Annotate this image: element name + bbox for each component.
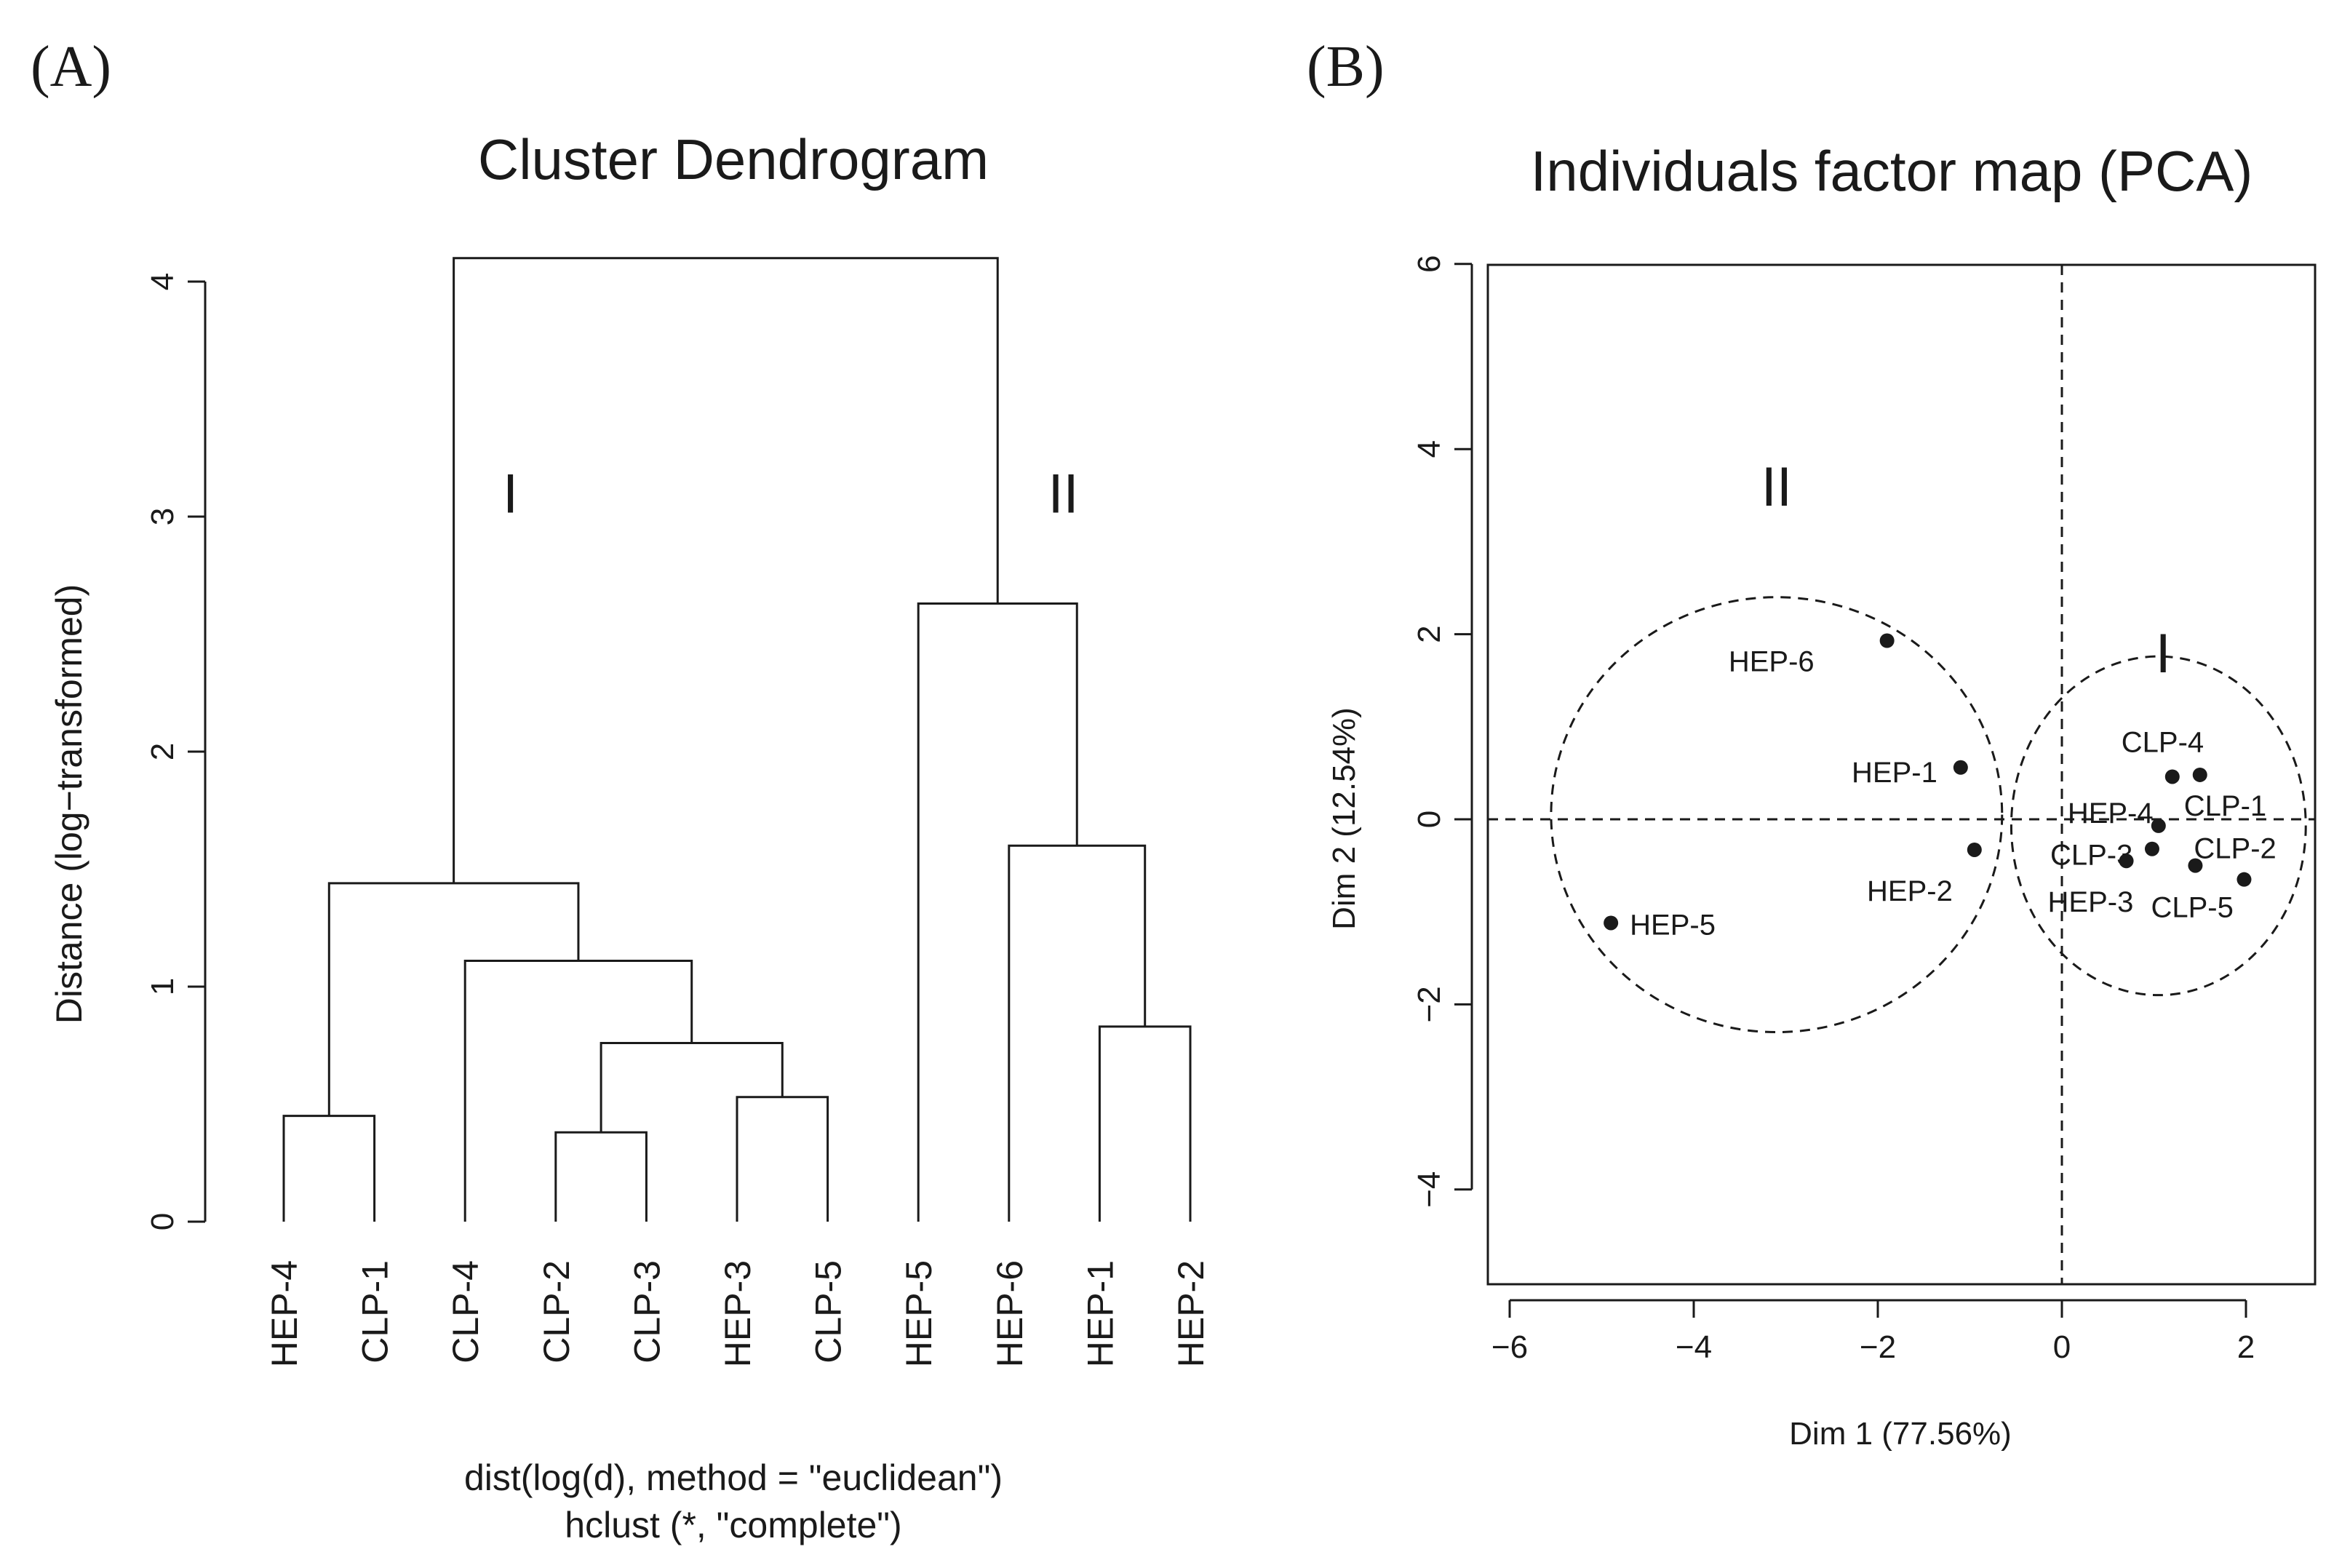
pca-ellipses: III xyxy=(1550,456,2307,1034)
pca-point xyxy=(2119,853,2134,869)
pca-x-tick-label: −4 xyxy=(1676,1329,1712,1365)
dendrogram-branch xyxy=(1098,1025,1192,1222)
pca-point xyxy=(2144,841,2159,856)
pca-x-axis-label: Dim 1 (77.56%) xyxy=(1789,1416,2012,1452)
pca-x-tick-label: −2 xyxy=(1860,1329,1896,1365)
dendrogram-y-axis-label: Distance (log−transformed) xyxy=(49,584,89,1024)
pca-plot-frame xyxy=(1486,263,2317,1286)
dendrogram-subtitle-line1: dist(log(d), method = "euclidean") xyxy=(464,1457,1003,1498)
pca-point xyxy=(1604,915,1619,931)
pca-x-tick-label: 2 xyxy=(2237,1329,2255,1365)
dendrogram-branch xyxy=(453,257,999,883)
dendrogram-branch xyxy=(282,1115,376,1222)
pca-chart: Individuals factor map (PCA) Dim 1 (77.5… xyxy=(1326,139,2317,1452)
dendrogram-branch xyxy=(1008,844,1147,1222)
dendrogram-leaf-label: CLP-4 xyxy=(445,1260,486,1364)
pca-point xyxy=(1967,842,1982,857)
pca-cluster-ellipse xyxy=(2010,655,2307,997)
dendrogram-leaf-label: HEP-4 xyxy=(264,1260,305,1367)
pca-point-label: CLP-4 xyxy=(2122,726,2204,758)
pca-y-tick-label: 6 xyxy=(1411,255,1447,273)
pca-point xyxy=(2151,818,2166,833)
dendrogram-branch xyxy=(463,959,693,1222)
pca-point-label: HEP-3 xyxy=(2048,886,2134,918)
dendrogram-leaf-label: CLP-2 xyxy=(536,1260,577,1364)
dendrogram-subtitle-line2: hclust (*, "complete") xyxy=(565,1505,901,1545)
dendrogram-leaf-label: HEP-5 xyxy=(899,1260,939,1367)
pca-axes: −6 −4 −2 0 2 −4 −2 0 2 4 6 xyxy=(1411,255,2315,1365)
pca-point xyxy=(1953,760,1968,775)
panel-a-label: (A) xyxy=(31,35,111,99)
pca-point-label: HEP-5 xyxy=(1630,909,1716,941)
dendrogram-leaf-label: HEP-6 xyxy=(989,1260,1030,1367)
dendrogram-leaf-label: HEP-2 xyxy=(1171,1260,1211,1367)
pca-point-label: HEP-1 xyxy=(1852,757,1937,789)
pca-x-tick-label: −6 xyxy=(1491,1329,1528,1365)
pca-y-tick-label: 0 xyxy=(1411,811,1447,828)
pca-point xyxy=(2192,767,2207,782)
pca-point xyxy=(2237,872,2252,887)
pca-cluster-ellipse xyxy=(1550,596,2004,1034)
dendrogram-leaf-label: HEP-3 xyxy=(717,1260,758,1367)
pca-point xyxy=(1879,633,1895,648)
pca-point-label: CLP-5 xyxy=(2151,892,2233,924)
dendrogram-branch xyxy=(736,1096,829,1222)
pca-y-tick-label: −4 xyxy=(1411,1171,1447,1208)
dendrogram-leaf-label: CLP-3 xyxy=(626,1260,667,1364)
pca-title: Individuals factor map (PCA) xyxy=(1531,139,2253,203)
dendrogram-leaf-label: HEP-1 xyxy=(1080,1260,1120,1367)
dendrogram-y-axis: 0 1 2 3 4 xyxy=(145,273,207,1230)
dendrogram-leaf-labels: HEP-4 CLP-1 CLP-4 CLP-2 CLP-3 HEP-3 CLP-5 HEP-5… xyxy=(264,1260,1211,1367)
dendrogram-cluster-labels: I II xyxy=(503,463,1079,525)
dendrogram-branch xyxy=(554,1131,648,1222)
pca-point xyxy=(2164,769,2180,784)
dendrogram-leaf-label: CLP-5 xyxy=(808,1260,849,1364)
panel-b-label: (B) xyxy=(1307,35,1385,99)
dendrogram-y-tick-label: 0 xyxy=(145,1213,180,1230)
pca-cluster-label: I xyxy=(2156,623,2171,685)
pca-cluster-label: II xyxy=(1761,456,1792,518)
dendrogram-chart: Cluster Dendrogram Distance (log−transfo… xyxy=(49,127,1211,1545)
dendrogram-y-tick-label: 4 xyxy=(145,273,180,290)
pca-point-label: CLP-2 xyxy=(2194,833,2276,865)
pca-points: HEP-6 HEP-1 HEP-2 HEP-5 CLP-4 CLP-1 HEP-4 CLP-3… xyxy=(1604,633,2277,941)
dendrogram-cluster-label: I xyxy=(503,463,518,525)
dendrogram-branch xyxy=(600,1042,784,1133)
dendrogram-leaf-label: CLP-1 xyxy=(355,1260,396,1364)
pca-point-label: HEP-6 xyxy=(1729,646,1815,678)
pca-point-label: HEP-4 xyxy=(2068,797,2154,829)
pca-y-tick-label: 2 xyxy=(1411,625,1447,642)
dendrogram-branch xyxy=(917,602,1078,1222)
pca-y-tick-label: −2 xyxy=(1411,986,1447,1022)
pca-point-label: CLP-1 xyxy=(2184,790,2266,822)
pca-x-tick-label: 0 xyxy=(2053,1329,2071,1365)
pca-point xyxy=(2188,858,2203,873)
pca-point-label: CLP-3 xyxy=(2050,840,2132,872)
dendrogram-y-tick-label: 2 xyxy=(145,743,180,760)
pca-point-label: HEP-2 xyxy=(1867,875,1953,907)
pca-y-tick-label: 4 xyxy=(1411,440,1447,458)
dendrogram-branches xyxy=(282,257,1192,1222)
dendrogram-title: Cluster Dendrogram xyxy=(478,127,989,191)
pca-y-axis-label: Dim 2 (12.54%) xyxy=(1326,707,1362,930)
dendrogram-y-tick-label: 1 xyxy=(145,978,180,995)
dendrogram-y-tick-label: 3 xyxy=(145,508,180,525)
dendrogram-cluster-label: II xyxy=(1048,463,1078,525)
dendrogram-branch xyxy=(327,882,580,1116)
